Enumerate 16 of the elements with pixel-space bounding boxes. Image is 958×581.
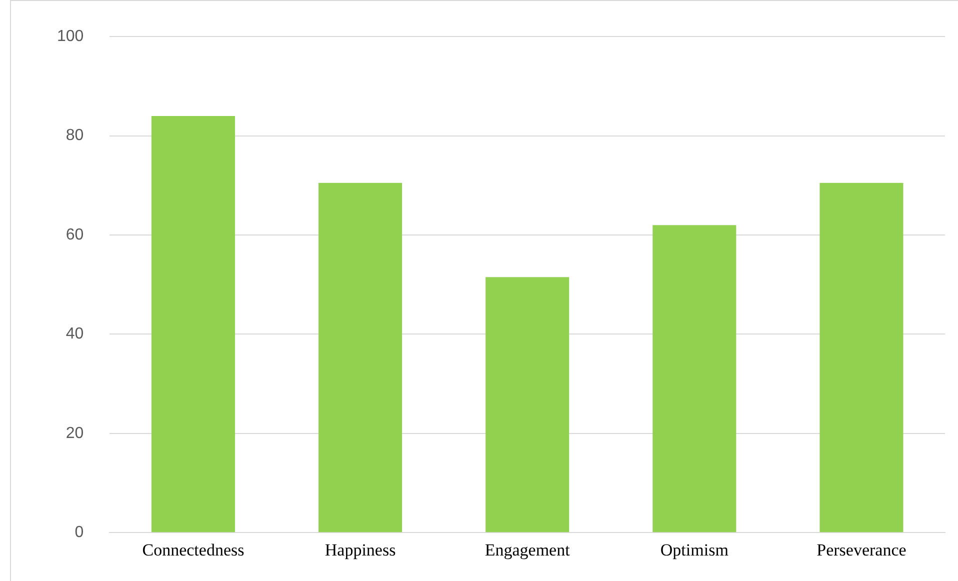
bar xyxy=(318,182,402,532)
y-tick-label: 20 xyxy=(66,424,84,442)
x-tick-label: Happiness xyxy=(324,540,396,560)
bar xyxy=(151,116,235,532)
y-tick-label: 0 xyxy=(74,524,84,542)
bar xyxy=(652,225,736,532)
y-tick-label: 40 xyxy=(66,326,84,343)
x-tick-label: Perseverance xyxy=(816,540,906,560)
bar xyxy=(486,277,570,532)
x-tick-label: Optimism xyxy=(660,540,728,560)
bar xyxy=(820,182,904,532)
y-tick-label: 100 xyxy=(56,28,84,46)
x-tick-label: Connectedness xyxy=(142,540,244,560)
y-tick-label: 60 xyxy=(66,226,84,244)
x-tick-label: Engagement xyxy=(484,540,570,560)
y-tick-label: 80 xyxy=(66,127,84,144)
